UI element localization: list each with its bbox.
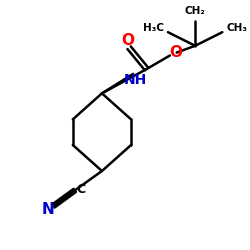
Text: CH₃: CH₃ bbox=[226, 23, 247, 33]
Text: CH₂: CH₂ bbox=[185, 6, 206, 16]
Text: N: N bbox=[41, 202, 54, 217]
Text: O: O bbox=[169, 45, 182, 60]
Text: H₃C: H₃C bbox=[143, 23, 164, 33]
Text: NH: NH bbox=[123, 73, 146, 87]
Text: O: O bbox=[122, 34, 135, 48]
Text: C: C bbox=[77, 183, 86, 196]
